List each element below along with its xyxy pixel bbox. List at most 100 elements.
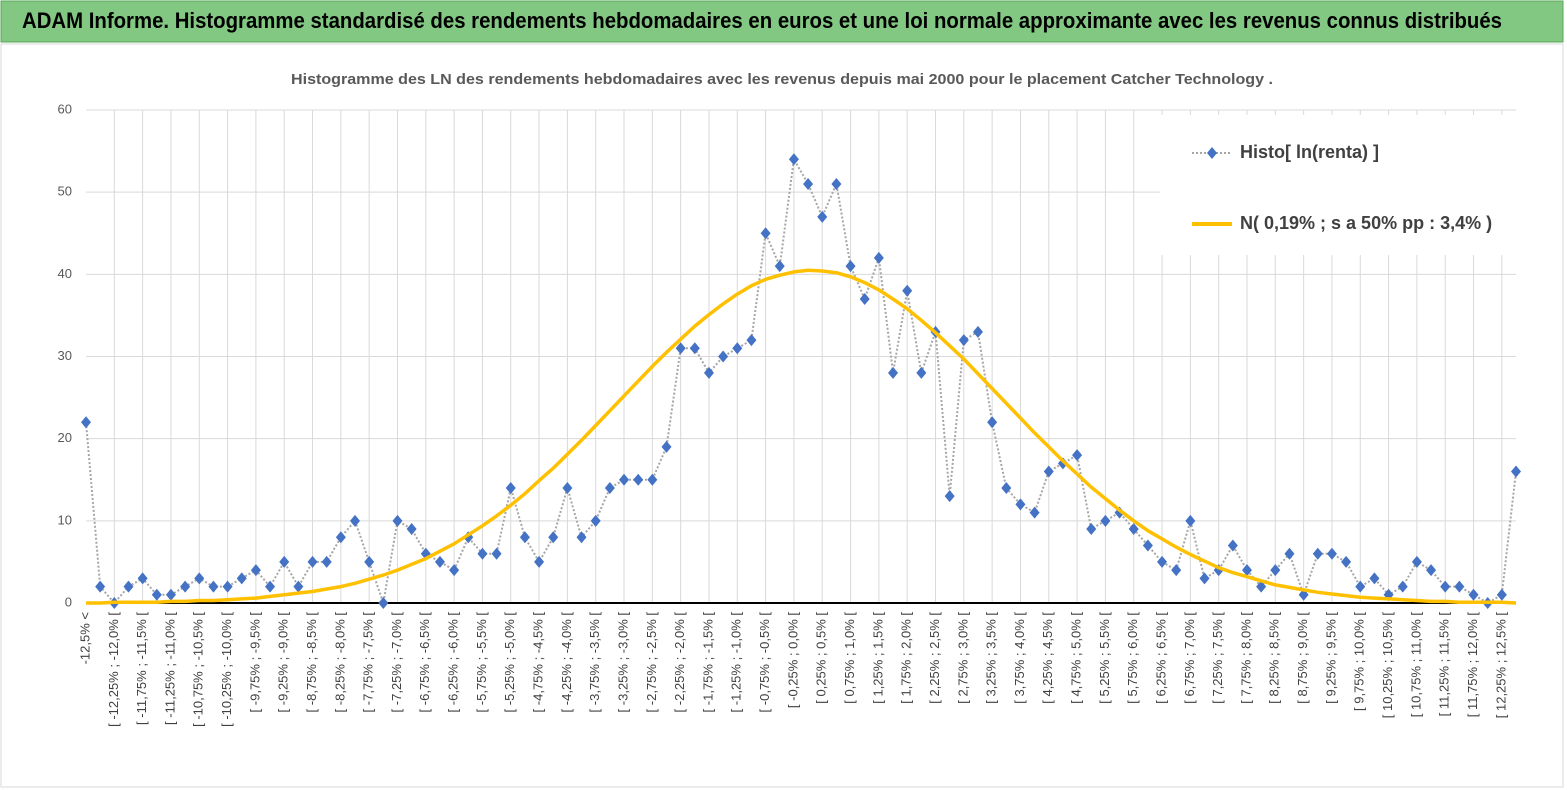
series-line: [85, 156, 1517, 605]
data-point: [1100, 514, 1111, 527]
y-tick-label: 60: [58, 101, 72, 116]
legend-marker: [1207, 147, 1217, 159]
data-point: [902, 284, 913, 297]
data-point: [888, 366, 899, 379]
x-tick-label: [ -6,75% ; -6,5% [: [417, 612, 432, 713]
data-point: [774, 260, 785, 273]
data-point: [1341, 555, 1352, 568]
x-tick-label: [ 9,75% ; 10,0% [: [1352, 612, 1367, 711]
data-point: [1086, 523, 1097, 536]
data-point: [180, 580, 191, 593]
x-tick-label: [ -1,25% ; -1,0% [: [729, 612, 744, 713]
data-point: [491, 547, 502, 560]
x-tick-label: [ -12,25% ; -12,0% [: [106, 612, 121, 727]
data-point: [449, 564, 460, 577]
data-point: [590, 514, 601, 527]
data-point: [1185, 514, 1196, 527]
data-point: [1369, 572, 1380, 585]
data-point: [845, 260, 856, 273]
x-tick-label: [ 10,25% ; 10,5% [: [1380, 612, 1395, 719]
data-point: [307, 555, 318, 568]
legend: Histo[ ln(renta) ] N( 0,19% ; s a 50% pp …: [1160, 115, 1520, 255]
data-point: [279, 555, 290, 568]
x-tick-label: [ 5,75% ; 6,0% [: [1125, 612, 1140, 704]
x-tick-label: [ -11,75% ; -11,5% [: [134, 612, 149, 725]
data-point: [1511, 465, 1521, 478]
x-tick-label: [ -6,25% ; -6,0% [: [446, 612, 461, 713]
data-point: [604, 481, 615, 494]
x-tick-label: [ -5,75% ; -5,5% [: [474, 612, 489, 713]
data-point: [1199, 572, 1210, 585]
y-tick-label: 50: [58, 184, 72, 199]
x-tick-label: [ 12,25% ; 12,5% [: [1493, 612, 1508, 719]
data-point: [760, 227, 771, 240]
data-point: [293, 580, 304, 593]
x-tick-label: [ 8,25% ; 8,5% [: [1267, 612, 1282, 704]
x-tick-label: [ -10,75% ; -10,5% [: [191, 612, 206, 727]
data-point: [194, 572, 205, 585]
title-bar: [0, 0, 1564, 43]
x-tick-label: [ -9,25% ; -9,0% [: [276, 612, 291, 713]
data-point: [1496, 588, 1507, 601]
data-point: [1142, 539, 1153, 552]
data-point: [1072, 449, 1083, 462]
data-point: [335, 531, 346, 544]
data-point: [95, 580, 106, 593]
data-point: [916, 366, 927, 379]
data-point: [1468, 588, 1479, 601]
x-tick-label: [ -0,75% ; -0,5% [: [757, 612, 772, 713]
data-point: [392, 514, 403, 527]
x-tick-label: [ -9,75% ; -9,5% [: [247, 612, 262, 713]
x-tick-label: [ -4,25% ; -4,0% [: [559, 612, 574, 713]
x-tick-label: [ -7,75% ; -7,5% [: [361, 612, 376, 713]
data-point: [1241, 564, 1252, 577]
data-point: [859, 292, 870, 305]
data-point: [1454, 580, 1465, 593]
x-tick-label: [ 6,75% ; 7,0% [: [1182, 612, 1197, 704]
data-point: [406, 523, 417, 536]
x-tick-label: [ 8,75% ; 9,0% [: [1295, 612, 1310, 704]
data-point: [1397, 580, 1408, 593]
data-point: [137, 572, 148, 585]
y-tick-label: 40: [58, 266, 72, 281]
data-point: [1157, 555, 1168, 568]
data-point: [1001, 481, 1012, 494]
data-point: [364, 555, 375, 568]
data-point: [831, 177, 842, 190]
data-point: [661, 440, 672, 453]
data-point: [1411, 555, 1422, 568]
x-tick-label: [ 4,75% ; 5,0% [: [1069, 612, 1084, 704]
x-tick-label: [ 11,25% ; 11,5% [: [1437, 612, 1452, 717]
x-tick-label: [ 0,75% ; 1,0% [: [842, 612, 857, 704]
x-tick-label: [ -10,25% ; -10,0% [: [219, 612, 234, 727]
x-tick-label: [ 6,25% ; 6,5% [: [1153, 612, 1168, 704]
data-point: [817, 210, 828, 223]
x-tick-label: [ 0,25% ; 0,5% [: [814, 612, 829, 704]
data-point: [562, 481, 573, 494]
x-tick-label: [ 4,25% ; 4,5% [: [1040, 612, 1055, 704]
data-point: [477, 547, 488, 560]
y-tick-label: 30: [58, 348, 72, 363]
legend-label: Histo[ ln(renta) ]: [1240, 142, 1379, 162]
legend-box: [1160, 115, 1520, 255]
x-tick-label: [ 9,25% ; 9,5% [: [1323, 612, 1338, 704]
data-point: [576, 531, 587, 544]
data-point: [689, 342, 700, 355]
data-point: [250, 564, 261, 577]
x-tick-label: [ -4,75% ; -4,5% [: [531, 612, 546, 713]
data-point: [434, 555, 445, 568]
legend-label: N( 0,19% ; s a 50% pp : 3,4% ): [1240, 213, 1492, 233]
x-tick-label: [ -7,25% ; -7,0% [: [389, 612, 404, 713]
data-point: [151, 588, 162, 601]
data-point: [1043, 465, 1054, 478]
data-point: [958, 334, 969, 347]
data-point: [972, 325, 983, 338]
y-tick-label: 0: [65, 594, 72, 609]
data-point: [732, 342, 743, 355]
x-tick-label: [ -5,25% ; -5,0% [: [502, 612, 517, 713]
data-point: [208, 580, 219, 593]
x-tick-label: [ -8,25% ; -8,0% [: [332, 612, 347, 713]
data-point: [1171, 564, 1182, 577]
chart-subtitle: Histogramme des LN des rendements hebdom…: [291, 71, 1273, 88]
x-tick-label: [ 3,75% ; 4,0% [: [1012, 612, 1027, 704]
